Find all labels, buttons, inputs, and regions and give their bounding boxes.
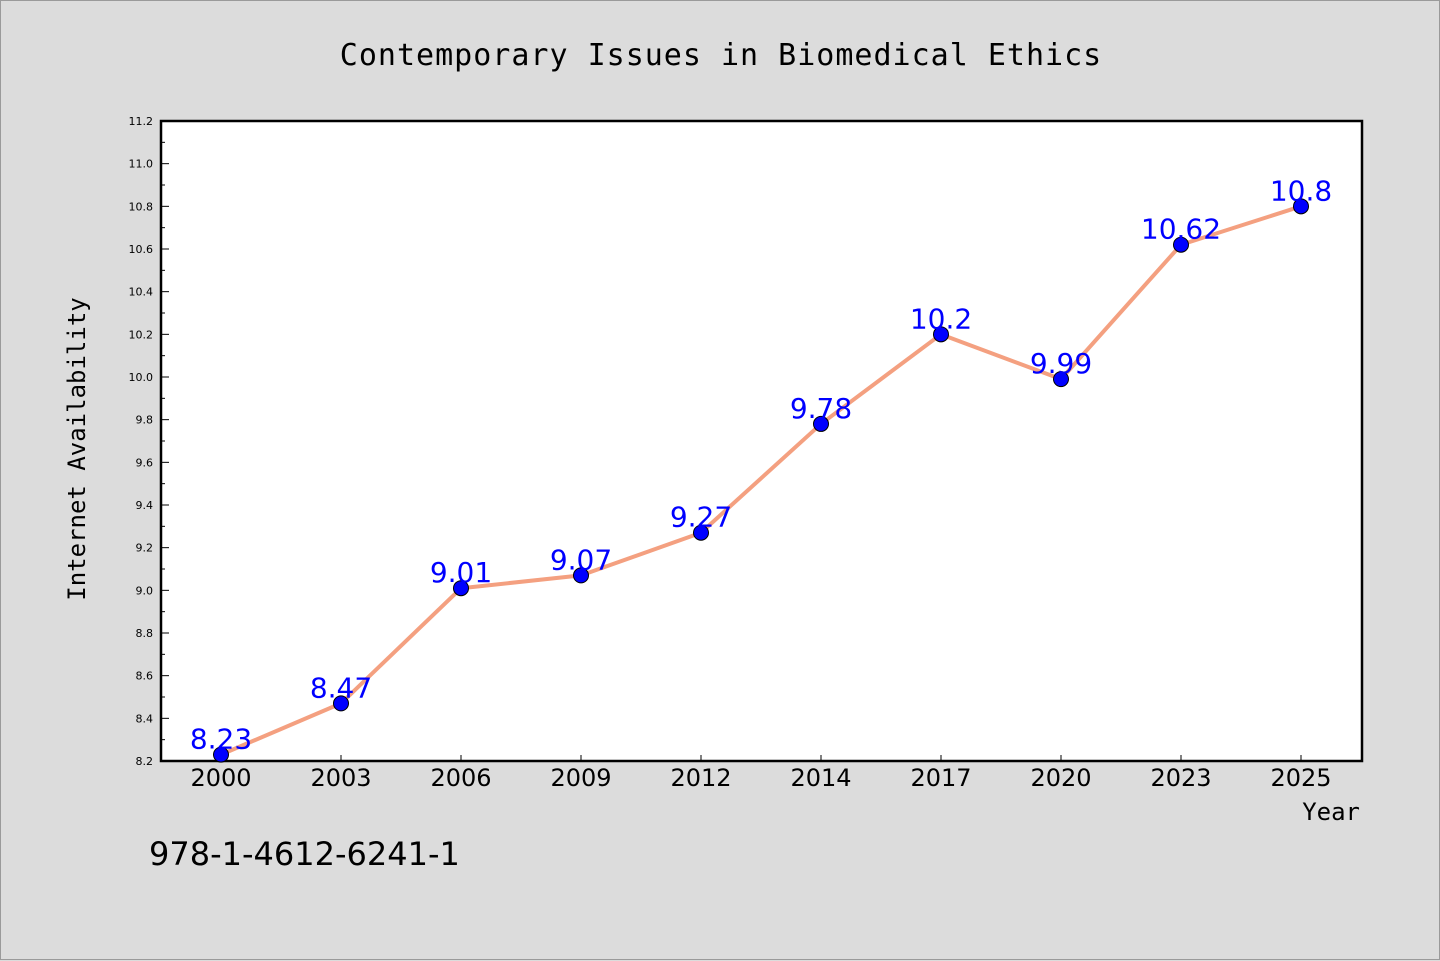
x-tick-label: 2025 bbox=[1270, 764, 1331, 792]
y-axis: 8.2 8.4 8.6 8.8 9.0 9.2 9.4 9.6 9.8 10.0 10.2 10.4 1… bbox=[129, 115, 169, 768]
y-tick-label: 11.2 bbox=[129, 115, 154, 128]
data-label: 9.01 bbox=[430, 556, 492, 589]
y-tick-label: 9.4 bbox=[136, 499, 154, 512]
data-point bbox=[333, 695, 349, 712]
data-point bbox=[453, 580, 469, 597]
y-tick-label: 8.2 bbox=[136, 755, 154, 768]
y-tick-label: 11.0 bbox=[129, 158, 154, 171]
data-point bbox=[573, 567, 589, 584]
x-tick-label: 2014 bbox=[790, 764, 851, 792]
y-tick-label: 8.8 bbox=[136, 627, 154, 640]
series-group bbox=[213, 198, 1309, 763]
x-axis: 2000 2003 2006 2009 2012 2014 2017 2020 2023 2025 bbox=[190, 755, 1332, 792]
x-tick-label: 2020 bbox=[1030, 764, 1091, 792]
y-axis-label: Internet Availability bbox=[63, 297, 91, 600]
data-labels: 8.23 8.47 9.01 9.07 9.27 9.78 10.2 9.99 10.62 10.… bbox=[190, 174, 1332, 755]
y-tick-label: 9.0 bbox=[136, 584, 154, 597]
chart-title: Contemporary Issues in Biomedical Ethics bbox=[340, 38, 1102, 73]
data-point bbox=[813, 415, 829, 432]
data-label: 9.99 bbox=[1030, 347, 1092, 380]
x-axis-label: Year bbox=[1302, 798, 1360, 826]
x-tick-label: 2017 bbox=[910, 764, 971, 792]
x-tick-label: 2009 bbox=[550, 764, 611, 792]
plot-area bbox=[159, 119, 1364, 763]
y-tick-label: 8.6 bbox=[136, 670, 154, 683]
data-point bbox=[933, 326, 949, 343]
data-point bbox=[693, 524, 709, 541]
data-label: 10.8 bbox=[1270, 174, 1332, 207]
x-tick-label: 2012 bbox=[670, 764, 731, 792]
isbn-text: 978-1-4612-6241-1 bbox=[149, 835, 460, 873]
data-label: 9.78 bbox=[790, 392, 852, 425]
data-point bbox=[1173, 236, 1189, 253]
y-tick-label: 10.2 bbox=[129, 328, 154, 341]
y-tick-label: 10.0 bbox=[129, 371, 154, 384]
data-point bbox=[213, 746, 229, 763]
y-tick-label: 9.6 bbox=[136, 456, 154, 469]
data-label: 9.27 bbox=[670, 501, 732, 534]
data-label: 10.2 bbox=[910, 302, 972, 335]
data-label: 9.07 bbox=[550, 543, 612, 576]
y-tick-label: 10.4 bbox=[129, 286, 154, 299]
x-tick-label: 2000 bbox=[190, 764, 251, 792]
x-tick-label: 2006 bbox=[430, 764, 491, 792]
data-label: 10.62 bbox=[1141, 213, 1221, 246]
data-label: 8.23 bbox=[190, 723, 252, 756]
series-line bbox=[220, 204, 1302, 757]
x-tick-label: 2023 bbox=[1150, 764, 1211, 792]
data-point bbox=[1293, 198, 1309, 215]
y-tick-label: 10.8 bbox=[129, 200, 154, 213]
data-point bbox=[1053, 371, 1069, 388]
y-tick-label: 10.6 bbox=[129, 243, 154, 256]
y-tick-label: 9.2 bbox=[136, 542, 154, 555]
y-tick-label: 9.8 bbox=[136, 414, 154, 427]
y-tick-label: 8.4 bbox=[136, 712, 154, 725]
x-tick-label: 2003 bbox=[310, 764, 371, 792]
data-label: 8.47 bbox=[310, 671, 372, 704]
